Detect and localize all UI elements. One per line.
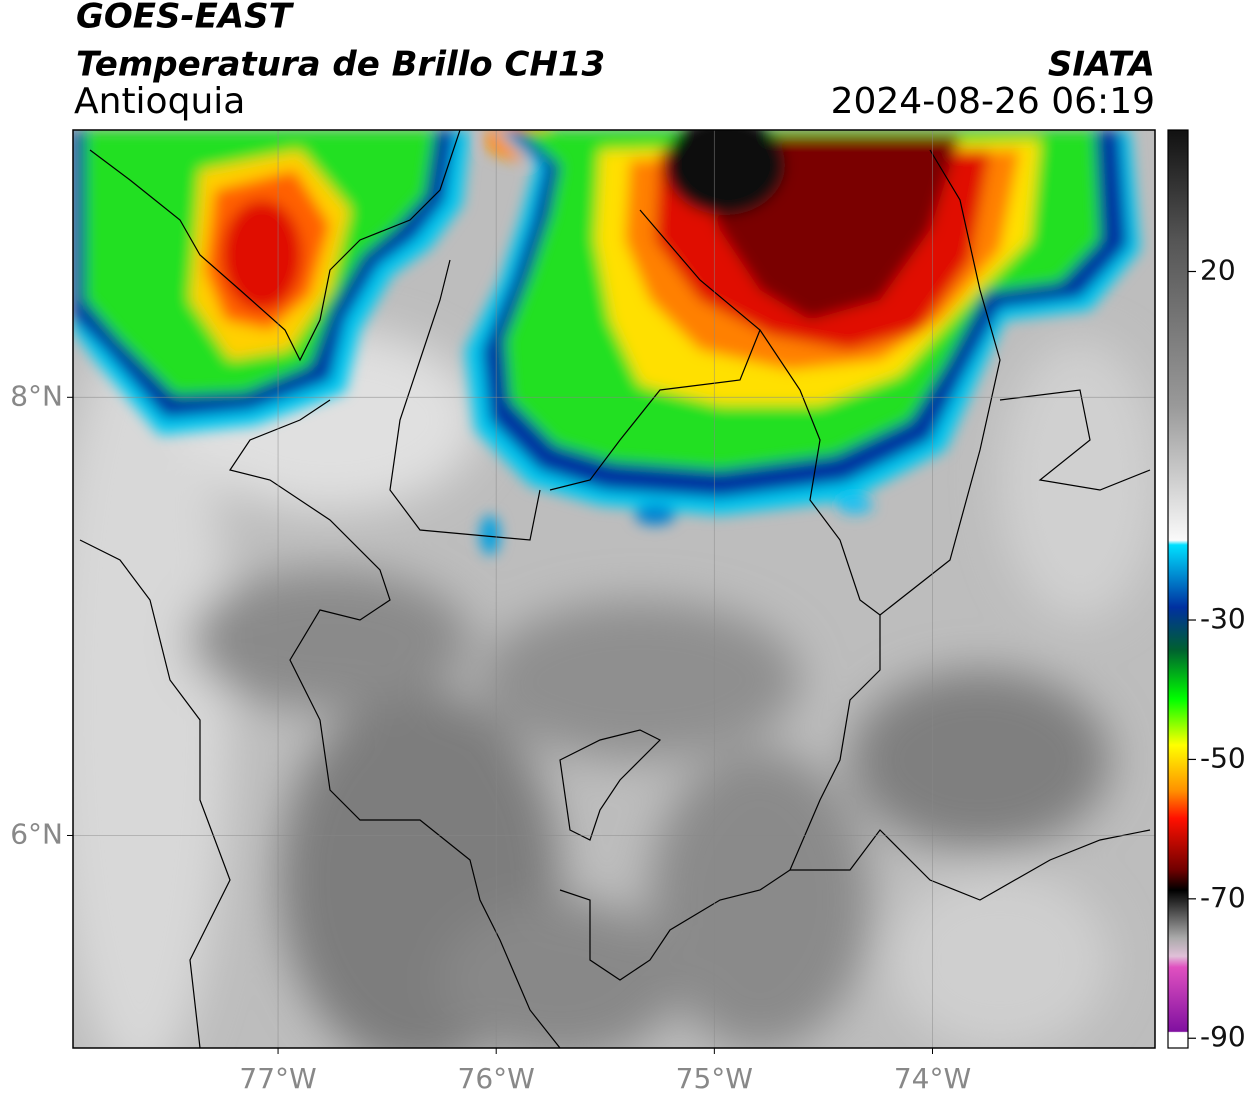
- subtitle: Temperatura de Brillo CH13: [76, 45, 605, 85]
- boundary: [999, 389, 1151, 491]
- colorbar-label: 20: [1200, 253, 1236, 286]
- map-frame: [72, 129, 1156, 1049]
- source: SIATA: [1048, 45, 1155, 85]
- lon-label: 75°W: [676, 1062, 753, 1095]
- colorbar-label: -30: [1200, 602, 1246, 635]
- boundary: [89, 130, 461, 362]
- lat-label: 8°N: [10, 379, 63, 412]
- ground-shading: [73, 320, 1155, 1048]
- cloud-tops: [73, 130, 1140, 555]
- boundary: [229, 399, 561, 1048]
- colorbar: [1167, 129, 1189, 1049]
- lon-label: 77°W: [239, 1062, 316, 1095]
- title: GOES-EAST: [76, 0, 295, 37]
- boundary: [790, 829, 1151, 901]
- boundary: [549, 209, 761, 491]
- colorbar-label: -90: [1200, 1020, 1246, 1053]
- colorbar-label: -50: [1200, 741, 1246, 774]
- region: Antioquia: [74, 81, 245, 122]
- boundaries: [79, 130, 1151, 1048]
- boundary: [79, 539, 231, 1048]
- lon-label: 76°W: [458, 1062, 535, 1095]
- lat-label: 6°N: [10, 817, 63, 850]
- lon-label: 74°W: [894, 1062, 971, 1095]
- graticule: [73, 130, 1155, 1048]
- boundary: [389, 259, 541, 541]
- boundary: [559, 729, 662, 841]
- colorbar-label: -70: [1200, 881, 1246, 914]
- imagery: [73, 130, 1155, 1048]
- timestamp: 2024-08-26 06:19: [831, 81, 1155, 122]
- boundary: [559, 615, 881, 981]
